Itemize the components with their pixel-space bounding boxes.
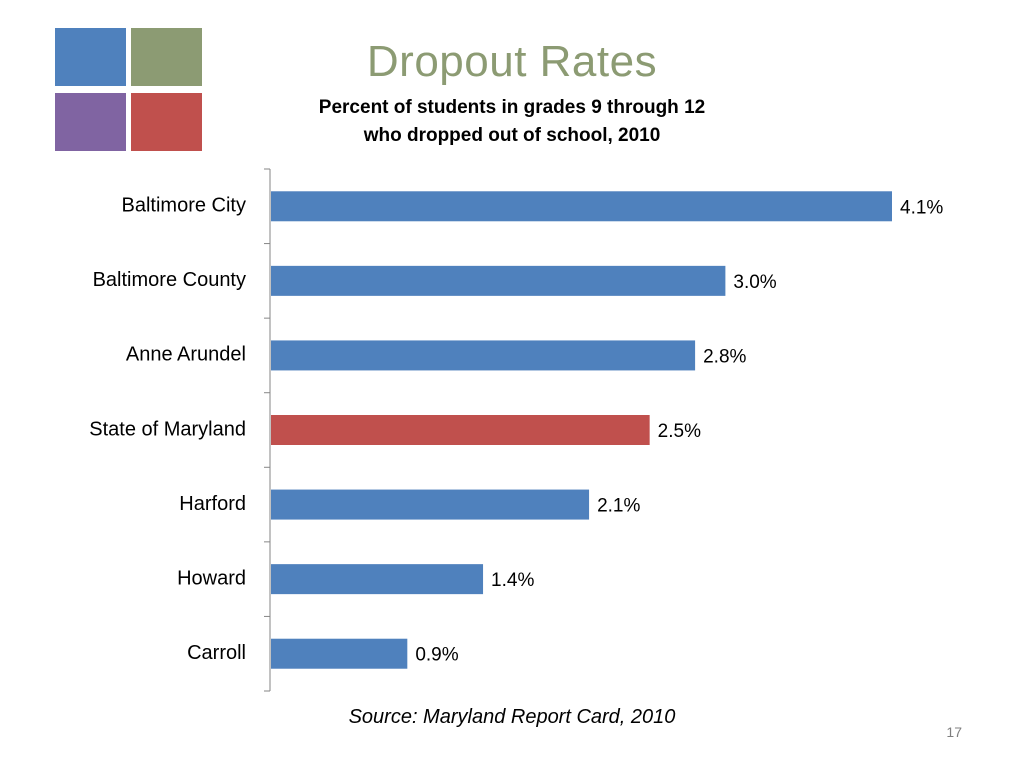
bar bbox=[271, 191, 892, 222]
bar bbox=[271, 638, 408, 669]
category-label: Harford bbox=[179, 493, 246, 515]
data-label: 2.8% bbox=[703, 346, 746, 367]
category-label: Carroll bbox=[187, 642, 246, 664]
bar bbox=[271, 564, 484, 595]
logo-square-red bbox=[130, 92, 203, 152]
slide-title: Dropout Rates bbox=[366, 37, 658, 86]
source-note: Source: Maryland Report Card, 2010 bbox=[348, 706, 676, 728]
slide-number: 17 bbox=[946, 724, 962, 740]
bar-highlight bbox=[271, 415, 650, 445]
logo-square-purple bbox=[54, 92, 127, 152]
data-label: 3.0% bbox=[733, 272, 776, 293]
data-label: 2.1% bbox=[597, 496, 640, 517]
bar bbox=[271, 265, 726, 296]
category-label: Baltimore County bbox=[93, 269, 246, 291]
category-label: Howard bbox=[177, 567, 246, 589]
category-label: Baltimore City bbox=[122, 195, 246, 217]
chart-subtitle: Percent of students in grades 9 through … bbox=[0, 94, 1024, 150]
chart-subtitle-line-2: who dropped out of school, 2010 bbox=[363, 125, 661, 146]
logo-square-blue bbox=[54, 27, 127, 87]
data-label: 2.5% bbox=[658, 421, 701, 442]
category-label: Anne Arundel bbox=[126, 344, 246, 366]
bar bbox=[271, 340, 696, 371]
chart-subtitle-line-1: Percent of students in grades 9 through … bbox=[318, 97, 706, 118]
data-label: 0.9% bbox=[415, 645, 458, 666]
bar bbox=[271, 489, 590, 520]
data-label: 4.1% bbox=[900, 197, 943, 218]
data-label: 1.4% bbox=[491, 570, 534, 591]
logo-square-green bbox=[130, 27, 203, 87]
category-label: State of Maryland bbox=[89, 418, 246, 440]
